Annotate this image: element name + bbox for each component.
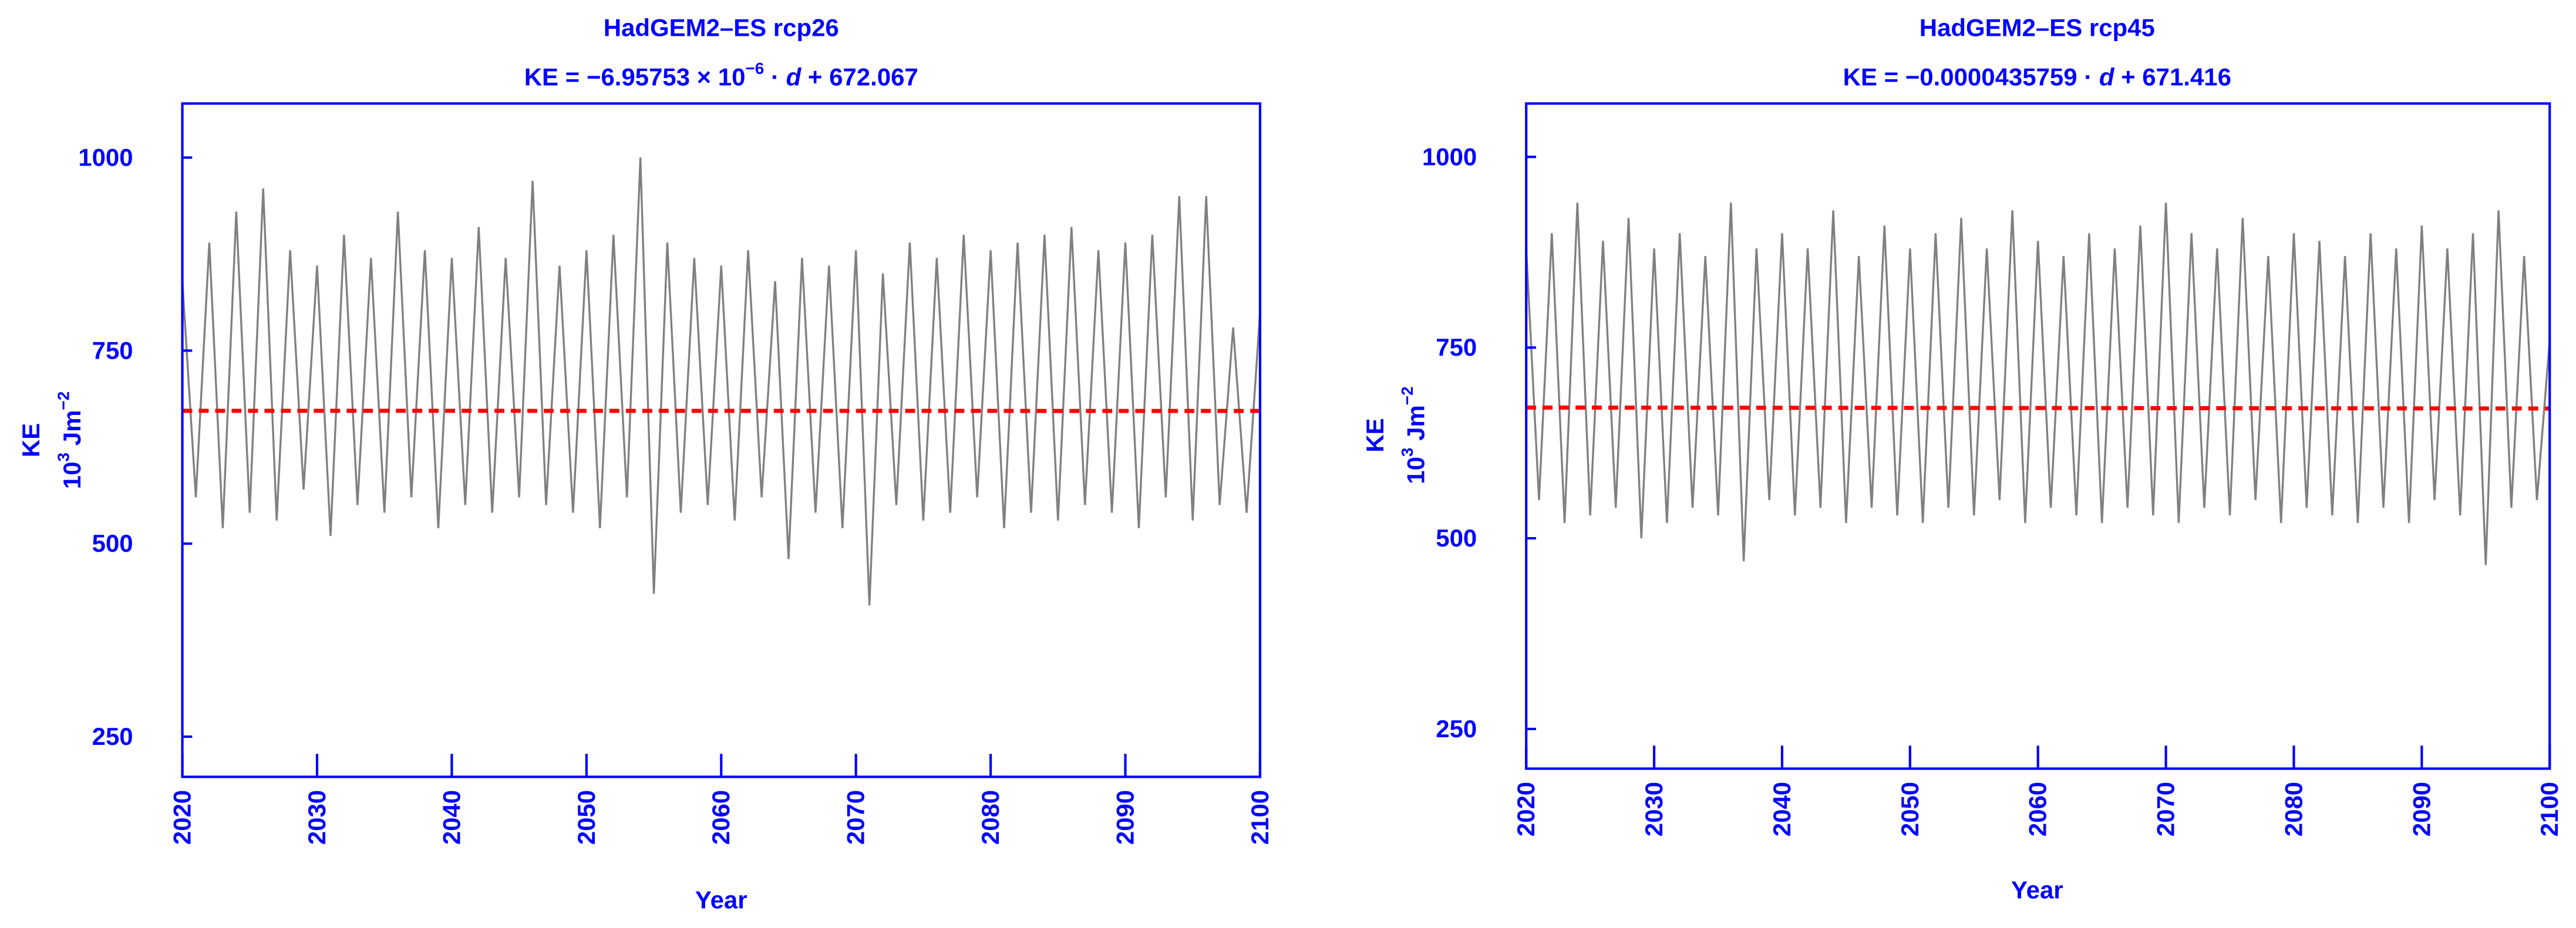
chart: HadGEM2–ES rcp45 KE = −0.0000435759 · d … — [1361, 14, 2563, 904]
plot-frame — [1525, 102, 2551, 770]
unit-exponent: −2 — [55, 392, 73, 410]
chart-equation: KE = −0.0000435759 · d + 671.416 — [1843, 63, 2231, 91]
x-tick-label: 2080 — [976, 790, 1004, 845]
data-line — [1525, 203, 2551, 565]
y-tick-label: 250 — [1436, 715, 1477, 743]
y-tick-label: 250 — [92, 723, 133, 750]
x-axis-title: Year — [2011, 876, 2063, 904]
x-tick-label: 2040 — [437, 790, 465, 845]
unit-part: 10 — [58, 461, 86, 489]
y-axis-unit: 103 Jm−2 — [1398, 386, 1430, 484]
x-tick-label: 2060 — [2024, 782, 2052, 836]
chart-title: HadGEM2–ES rcp45 — [1920, 14, 2155, 42]
x-tick-label: 2070 — [842, 790, 870, 845]
x-tick-label: 2040 — [1768, 782, 1796, 836]
unit-part: Jm — [58, 410, 86, 453]
y-tick-label: 1000 — [78, 143, 133, 171]
x-tick-label: 2070 — [2152, 782, 2180, 836]
x-tick-label: 2080 — [2279, 782, 2307, 836]
eq-part: · — [764, 63, 786, 91]
y-tick-label: 1000 — [1422, 143, 1477, 170]
x-tick-label: 2090 — [1112, 790, 1139, 845]
y-tick-label: 750 — [1436, 333, 1477, 361]
x-tick-label: 2060 — [707, 790, 735, 845]
unit-exponent: 3 — [1398, 448, 1416, 457]
y-axis-title: KE — [1361, 418, 1389, 452]
chart: HadGEM2–ES rcp26 KE = −6.95753 × 10−6 · … — [17, 14, 1274, 914]
eq-part: + 672.067 — [801, 63, 918, 91]
eq-exponent: −6 — [745, 59, 764, 77]
x-tick-label: 2020 — [169, 790, 196, 845]
y-axis-unit: 103 Jm−2 — [55, 392, 86, 489]
unit-exponent: 3 — [55, 453, 73, 462]
data-line — [181, 157, 1261, 606]
x-tick-label: 2100 — [1246, 790, 1274, 845]
x-tick-label: 2050 — [573, 790, 600, 845]
x-tick-label: 2050 — [1896, 782, 1924, 836]
eq-part: KE = −6.95753 × 10 — [524, 63, 746, 91]
eq-variable: d — [2099, 63, 2115, 91]
eq-variable: d — [786, 63, 802, 91]
unit-part: Jm — [1402, 405, 1430, 447]
x-tick-label: 2100 — [2535, 782, 2563, 836]
chart-title: HadGEM2–ES rcp26 — [604, 14, 839, 42]
y-axis-title: KE — [17, 423, 45, 457]
y-tick-label: 500 — [1436, 524, 1477, 552]
trend-line — [1526, 405, 2550, 411]
x-tick-label: 2030 — [1640, 782, 1668, 836]
eq-part: + 671.416 — [2114, 63, 2231, 91]
x-axis-title: Year — [695, 886, 747, 913]
x-tick-label: 2030 — [303, 790, 331, 845]
unit-part: 10 — [1402, 457, 1430, 484]
unit-exponent: −2 — [1398, 386, 1416, 405]
x-tick-label: 2090 — [2407, 782, 2435, 836]
y-tick-label: 500 — [92, 529, 133, 557]
plot-frame — [181, 102, 1262, 778]
chart-equation: KE = −6.95753 × 10−6 · d + 672.067 — [524, 59, 918, 91]
x-tick-label: 2020 — [1512, 782, 1540, 836]
eq-part: KE = −0.0000435759 · — [1843, 63, 2099, 91]
y-tick-label: 750 — [92, 336, 133, 364]
